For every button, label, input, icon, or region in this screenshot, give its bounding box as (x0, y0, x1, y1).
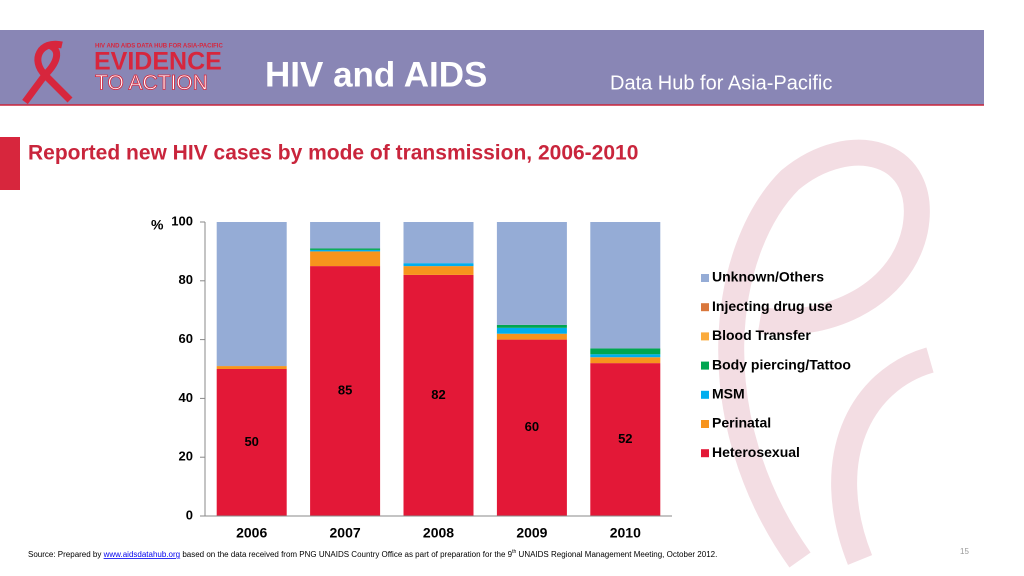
x-tick-label: 2010 (610, 525, 641, 541)
bar-segment (216, 366, 287, 369)
value-label: 85 (338, 382, 352, 397)
bar-segment (310, 248, 381, 250)
bar-segment (496, 324, 567, 328)
bar-segment (403, 274, 474, 516)
y-tick-label: 100 (171, 213, 193, 228)
header-title: HIV and AIDS (265, 55, 487, 94)
value-label: 50 (244, 434, 258, 449)
y-axis-label: % (151, 217, 164, 233)
bar-segment (310, 249, 381, 252)
bar-segment (310, 266, 381, 516)
bar-segment (403, 263, 474, 267)
y-tick-label: 60 (179, 331, 193, 346)
bar-segment (403, 222, 474, 264)
legend-label: Heterosexual (712, 444, 800, 460)
ribbon-decoration (718, 139, 935, 568)
title-marker (0, 137, 20, 190)
bar-segment (590, 348, 661, 355)
logo-small: HIV AND AIDS DATA HUB FOR ASIA-PACIFIC (95, 44, 223, 50)
y-tick-label: 0 (186, 507, 193, 522)
legend-swatch (701, 449, 709, 458)
legend-label: Injecting drug use (712, 298, 833, 314)
legend-label: Body piercing/Tattoo (712, 356, 851, 372)
x-tick-label: 2008 (423, 525, 454, 541)
source-link[interactable]: www.aidsdatahub.org (103, 550, 181, 559)
legend-label: Blood Transfer (712, 327, 811, 343)
legend-label: Unknown/Others (712, 269, 824, 285)
bar-segment (496, 222, 567, 325)
page-number: 15 (960, 547, 969, 556)
header-subtitle: Data Hub for Asia-Pacific (610, 72, 832, 94)
logo-top: EVIDENCE (94, 48, 222, 76)
legend-swatch (701, 420, 709, 428)
bar-segment (216, 369, 287, 516)
chart-title: Reported new HIV cases by mode of transm… (28, 142, 638, 165)
header-band (0, 30, 984, 105)
bar-segment (403, 266, 474, 275)
legend-swatch (701, 303, 709, 312)
logo-bottom: TO ACTION (95, 72, 208, 95)
bar-segment (590, 222, 661, 349)
source-middle: based on the data received from PNG UNAI… (180, 550, 513, 559)
source-prefix: Source: Prepared by (28, 550, 104, 559)
source-suffix: UNAIDS Regional Management Meeting, Octo… (516, 550, 717, 559)
bar-segment (496, 333, 567, 340)
source-note: Source: Prepared by www.aidsdatahub.org … (28, 549, 717, 559)
value-label: 52 (618, 431, 632, 446)
bar-segment (216, 222, 287, 367)
legend-swatch (701, 274, 709, 282)
value-label: 60 (525, 419, 539, 434)
legend-label: Perinatal (712, 415, 771, 431)
bar-segment (590, 357, 661, 364)
x-tick-label: 2006 (236, 525, 267, 541)
legend-swatch (701, 390, 709, 399)
x-tick-label: 2007 (330, 525, 361, 541)
bar-segment (496, 339, 567, 516)
y-tick-label: 20 (179, 449, 193, 464)
y-tick-label: 80 (179, 272, 193, 287)
bar-segment (310, 222, 381, 249)
logo-ribbon (22, 40, 73, 105)
source-sup: th (512, 549, 516, 555)
bar-segment (496, 327, 567, 334)
x-tick-label: 2009 (516, 525, 547, 541)
value-label: 82 (431, 387, 445, 402)
bar-segment (310, 251, 381, 267)
legend-swatch (701, 361, 709, 370)
y-tick-label: 40 (179, 390, 193, 405)
bar-segment (590, 363, 661, 516)
legend-label: MSM (712, 386, 745, 402)
legend-swatch (701, 332, 709, 341)
bar-segment (590, 354, 661, 358)
